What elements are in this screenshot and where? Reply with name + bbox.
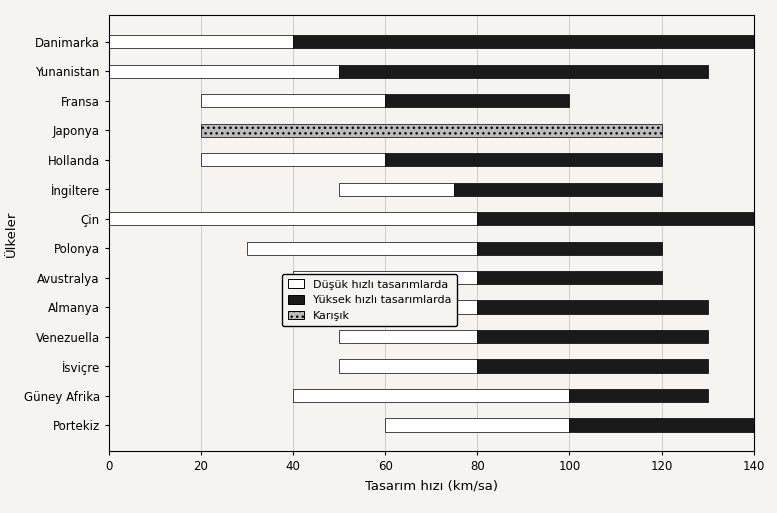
- Bar: [201, 124, 661, 137]
- Bar: [477, 212, 754, 225]
- Bar: [109, 65, 339, 78]
- Bar: [293, 271, 477, 284]
- Bar: [201, 153, 385, 166]
- Legend: Düşük hızlı tasarımlarda, Yüksek hızlı tasarımlarda, Karışık: Düşük hızlı tasarımlarda, Yüksek hızlı t…: [282, 274, 457, 326]
- Bar: [293, 35, 754, 48]
- Bar: [201, 94, 385, 107]
- Bar: [247, 242, 477, 255]
- Bar: [570, 389, 708, 402]
- Bar: [109, 35, 293, 48]
- Bar: [385, 419, 570, 431]
- Bar: [339, 330, 477, 343]
- Bar: [477, 271, 661, 284]
- Bar: [477, 330, 708, 343]
- Bar: [385, 153, 661, 166]
- Bar: [385, 94, 570, 107]
- Bar: [477, 301, 708, 314]
- X-axis label: Tasarım hızı (km/sa): Tasarım hızı (km/sa): [364, 479, 498, 492]
- Bar: [477, 360, 708, 372]
- Bar: [293, 301, 477, 314]
- Bar: [455, 183, 661, 196]
- Bar: [109, 212, 477, 225]
- Bar: [570, 419, 754, 431]
- Bar: [477, 242, 661, 255]
- Bar: [339, 360, 477, 372]
- Bar: [339, 65, 708, 78]
- Y-axis label: Ülkeler: Ülkeler: [5, 210, 18, 256]
- Bar: [339, 183, 455, 196]
- Bar: [293, 389, 570, 402]
